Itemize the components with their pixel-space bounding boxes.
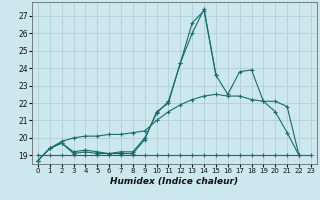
X-axis label: Humidex (Indice chaleur): Humidex (Indice chaleur) xyxy=(110,177,238,186)
